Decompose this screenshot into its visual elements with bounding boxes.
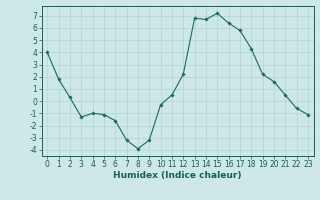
X-axis label: Humidex (Indice chaleur): Humidex (Indice chaleur) (113, 171, 242, 180)
